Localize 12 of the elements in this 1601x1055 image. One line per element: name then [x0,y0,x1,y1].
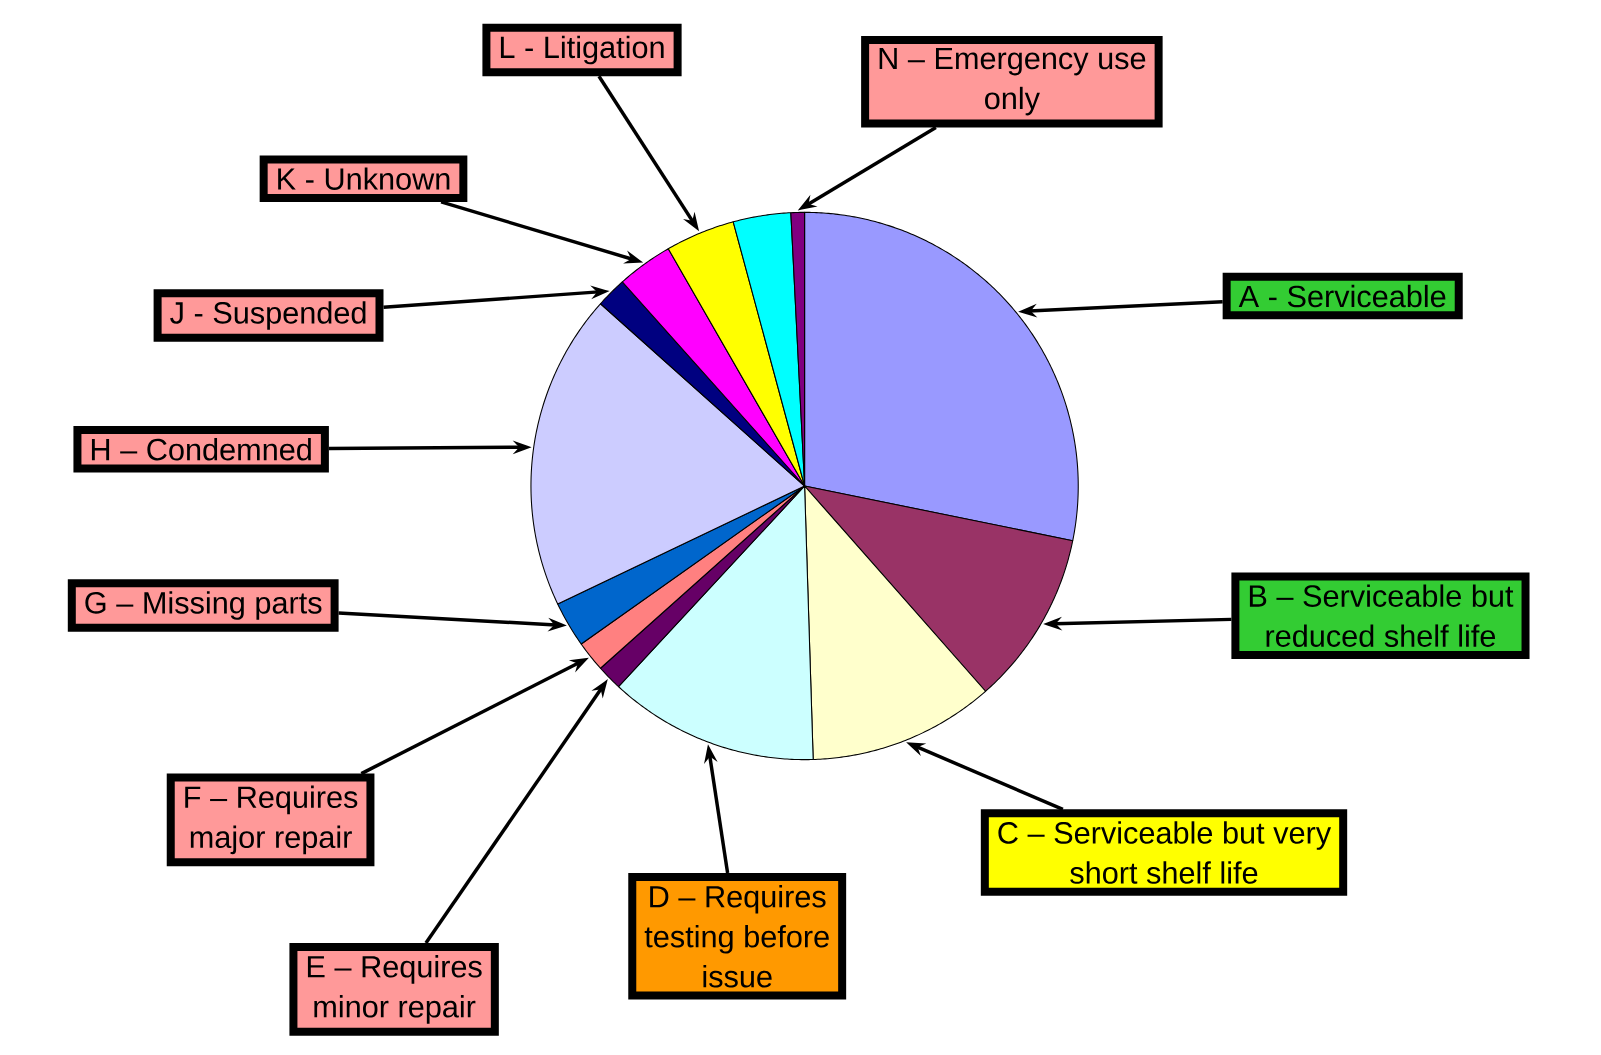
slice-label: K - Unknown [278,167,450,190]
slice-label: N – Emergency use only [879,47,1146,116]
slice-label: J - Suspended [170,301,366,330]
slice-label: E – Requires minor repair [307,955,482,1024]
slice-label: F – Requires major repair [185,785,358,855]
slice-label: L - Litigation [500,35,664,65]
slice-label: C – Serviceable but very short shelf life [998,821,1332,884]
slice-label: H – Condemned [91,437,311,461]
slice-label: A - Serviceable [1238,284,1446,308]
slice-label: G – Missing parts [85,591,322,620]
slice-label: B – Serviceable but reduced shelf life [1249,584,1514,647]
slice-label: D – Requires testing before issue [644,885,829,988]
